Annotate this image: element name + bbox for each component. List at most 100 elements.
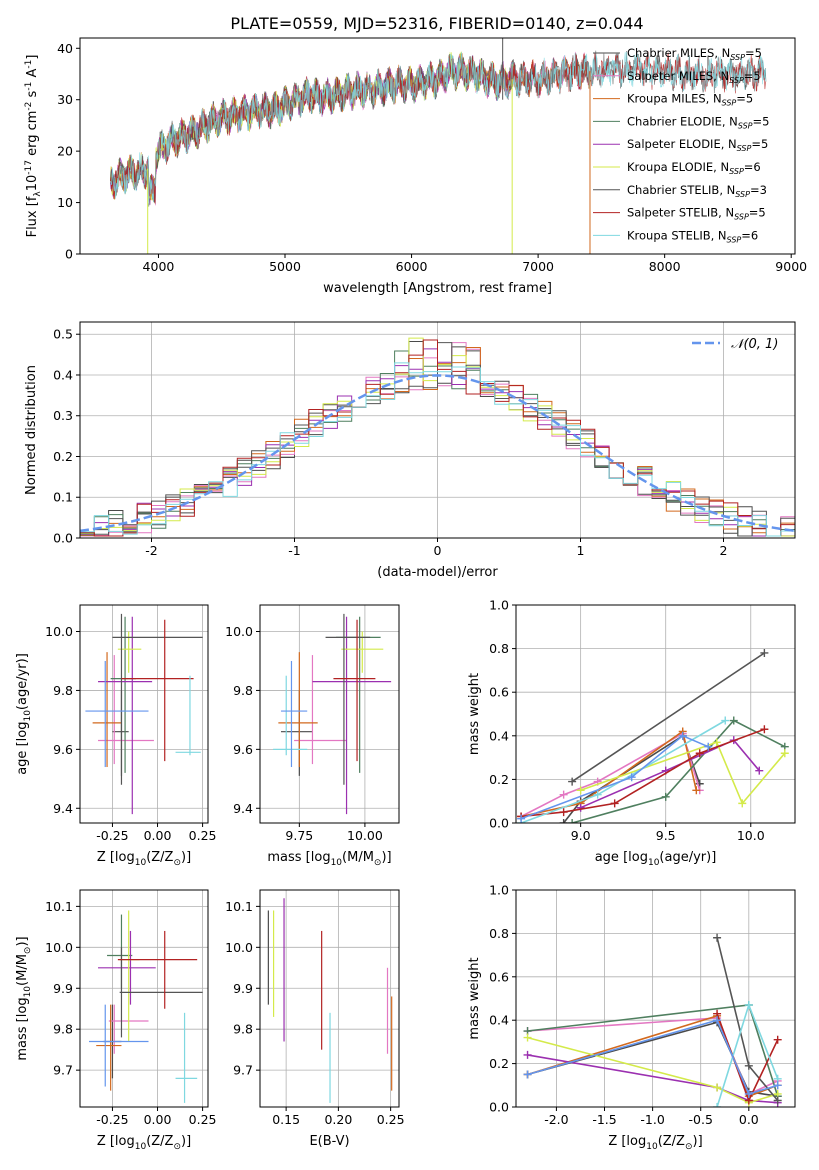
axes: 4000 5000 6000 7000 8000 9000 0 10 20 30 40 wavelen… — [24, 37, 807, 296]
axes: -2.0 -1.5 -1.0 -0.5 0.0 0.0 0.2 0.4 0.6 0.8 1.0 Z [… — [467, 883, 796, 1152]
panel-age-vs-Z: -0.25 0.00 0.25 9.4 9.6 9.8 10.0 Z [log10(Z/Z⊙)… — [15, 604, 217, 868]
weight-marker — [559, 819, 568, 823]
y-tick-label: 10.0 — [225, 624, 253, 639]
weight-marker — [559, 808, 568, 817]
y-tick-label: 10.1 — [45, 899, 73, 914]
y-tick-label: 9.7 — [233, 1063, 253, 1078]
weight-line-normal — [527, 1019, 778, 1095]
x-tick-label: 0.25 — [189, 828, 217, 843]
legend-entry: Chabrier ELODIE, NSSP=5 — [627, 114, 769, 130]
weight-marker — [559, 790, 568, 799]
plot-area — [267, 898, 393, 1103]
weight-marker — [576, 786, 585, 795]
errorbar-point — [96, 1004, 122, 1091]
spectrum-kroupa-stelib — [110, 51, 767, 204]
spectrum-legend: Chabrier MILES, NSSP=5 Salpeter MILES, NS… — [593, 46, 769, 244]
panel-mass-vs-Z: -0.25 0.00 0.25 9.7 9.8 9.9 10.0 10.1 Z [log10(Z… — [15, 889, 217, 1152]
x-tick-label: -0.25 — [96, 828, 128, 843]
errorbar-point — [175, 1012, 198, 1103]
x-axis-label: E(B-V) — [309, 1134, 349, 1149]
x-tick-label: -2.0 — [544, 1112, 568, 1127]
weight-marker — [713, 1103, 722, 1107]
weight-marker — [773, 1096, 782, 1105]
axes: -0.25 0.00 0.25 9.7 9.8 9.9 10.0 10.1 Z [log10(Z… — [15, 889, 217, 1152]
legend-entry: Salpeter MILES, NSSP=5 — [627, 69, 761, 85]
errorbar-point — [85, 660, 149, 768]
y-tick-label: 9.8 — [233, 1022, 253, 1037]
plot-area — [85, 613, 203, 815]
weight-marker — [744, 1001, 753, 1010]
y-axis-label: Flux [fλ10-17 erg cm-2 s-1 A-1] — [24, 55, 43, 238]
x-tick-label: 9.0 — [571, 828, 591, 843]
grid-lines — [260, 605, 399, 823]
panel-residuals: -2 -1 0 1 2 0.0 0.1 0.2 0.3 0.4 0.5 (data-model)/er… — [24, 321, 796, 580]
weight-marker — [738, 799, 747, 808]
legend-entry: Kroupa STELIB, NSSP=6 — [627, 228, 758, 244]
x-tick-label: -0.5 — [689, 1112, 713, 1127]
legend-entry: 𝒩(0, 1) — [731, 337, 778, 352]
x-tick-label: 0.20 — [324, 1112, 352, 1127]
y-axis-label: mass weight — [467, 957, 482, 1039]
x-tick-label: 4000 — [143, 259, 175, 274]
x-tick-label: 0.00 — [144, 828, 172, 843]
weight-marker — [713, 1083, 722, 1092]
y-tick-label: 9.6 — [53, 742, 73, 757]
weight-marker — [760, 648, 769, 657]
y-tick-label: 0.6 — [489, 685, 509, 700]
weight-marker — [712, 738, 721, 747]
y-tick-label: 0.6 — [489, 969, 509, 984]
errorbar-point — [278, 652, 318, 768]
errorbar-point — [121, 619, 194, 762]
x-tick-label: -1.0 — [640, 1112, 664, 1127]
y-tick-label: 0.8 — [489, 641, 509, 656]
legend-entry: Chabrier MILES, NSSP=5 — [627, 46, 762, 62]
axes-frame — [79, 604, 209, 824]
y-axis-label: Normed distribution — [24, 365, 39, 495]
errorbar-point — [119, 910, 140, 1042]
x-tick-label: 9.75 — [285, 828, 313, 843]
axes-frame — [515, 604, 796, 824]
axes-frame — [515, 889, 796, 1108]
y-tick-label: 0.1 — [53, 490, 73, 505]
histogram-legend: 𝒩(0, 1) — [692, 337, 778, 352]
y-tick-label: 10.0 — [45, 940, 73, 955]
x-axis-label: wavelength [Angstrom, rest frame] — [323, 281, 552, 296]
x-tick-label: 8000 — [649, 259, 681, 274]
plot-area — [517, 648, 789, 823]
errorbar-point — [119, 947, 203, 1038]
weight-marker — [523, 1070, 532, 1079]
panel-age-vs-mass: 9.75 10.00 9.4 9.6 9.8 10.0 mass [log10(M/M⊙)] — [225, 604, 400, 868]
grid-lines — [80, 605, 208, 823]
errorbar-point — [98, 930, 156, 1005]
plot-area — [273, 613, 392, 815]
axes: 9.0 9.5 10.0 0.0 0.2 0.4 0.6 0.8 1.0 age [log10(a… — [467, 598, 796, 868]
weight-marker — [704, 742, 713, 751]
legend-entry: Kroupa ELODIE, NSSP=6 — [627, 160, 761, 176]
weight-marker — [721, 716, 730, 725]
x-tick-label: 9.5 — [656, 828, 676, 843]
y-tick-label: 0.4 — [489, 728, 509, 743]
errorbar-point — [98, 655, 154, 765]
panel-weight-vs-Z: -2.0 -1.5 -1.0 -0.5 0.0 0.0 0.2 0.4 0.6 0.8 1.0 Z [… — [467, 883, 796, 1152]
y-tick-label: 9.6 — [233, 742, 253, 757]
errorbar-point — [112, 690, 129, 776]
y-tick-label: 0 — [65, 247, 73, 262]
panel-mass-vs-EBV: 0.15 0.20 0.25 9.7 9.8 9.9 10.0 10.1 E(B-V) — [225, 889, 405, 1149]
axes-frame — [79, 889, 209, 1108]
weight-marker — [755, 766, 764, 775]
panel-weight-vs-age: 9.0 9.5 10.0 0.0 0.2 0.4 0.6 0.8 1.0 age [log10(a… — [467, 598, 796, 868]
axes-frame — [79, 37, 796, 255]
grid-lines — [260, 890, 399, 1107]
x-tick-label: 7000 — [522, 259, 554, 274]
y-tick-label: 10.1 — [225, 899, 253, 914]
panel-spectrum: 4000 5000 6000 7000 8000 9000 0 10 20 30 40 wavelen… — [24, 37, 807, 296]
y-tick-label: 9.4 — [233, 801, 253, 816]
x-tick-label: 1 — [577, 543, 585, 558]
x-tick-label: -2 — [145, 543, 157, 558]
legend-entry: Salpeter STELIB, NSSP=5 — [627, 206, 766, 222]
y-tick-label: 0.2 — [489, 1056, 509, 1071]
weight-line-kroupa-elodie — [527, 1036, 778, 1104]
errorbar-point — [312, 616, 392, 815]
y-tick-label: 0.2 — [489, 772, 509, 787]
y-axis-label: age [log10(age/yr)] — [15, 653, 33, 775]
